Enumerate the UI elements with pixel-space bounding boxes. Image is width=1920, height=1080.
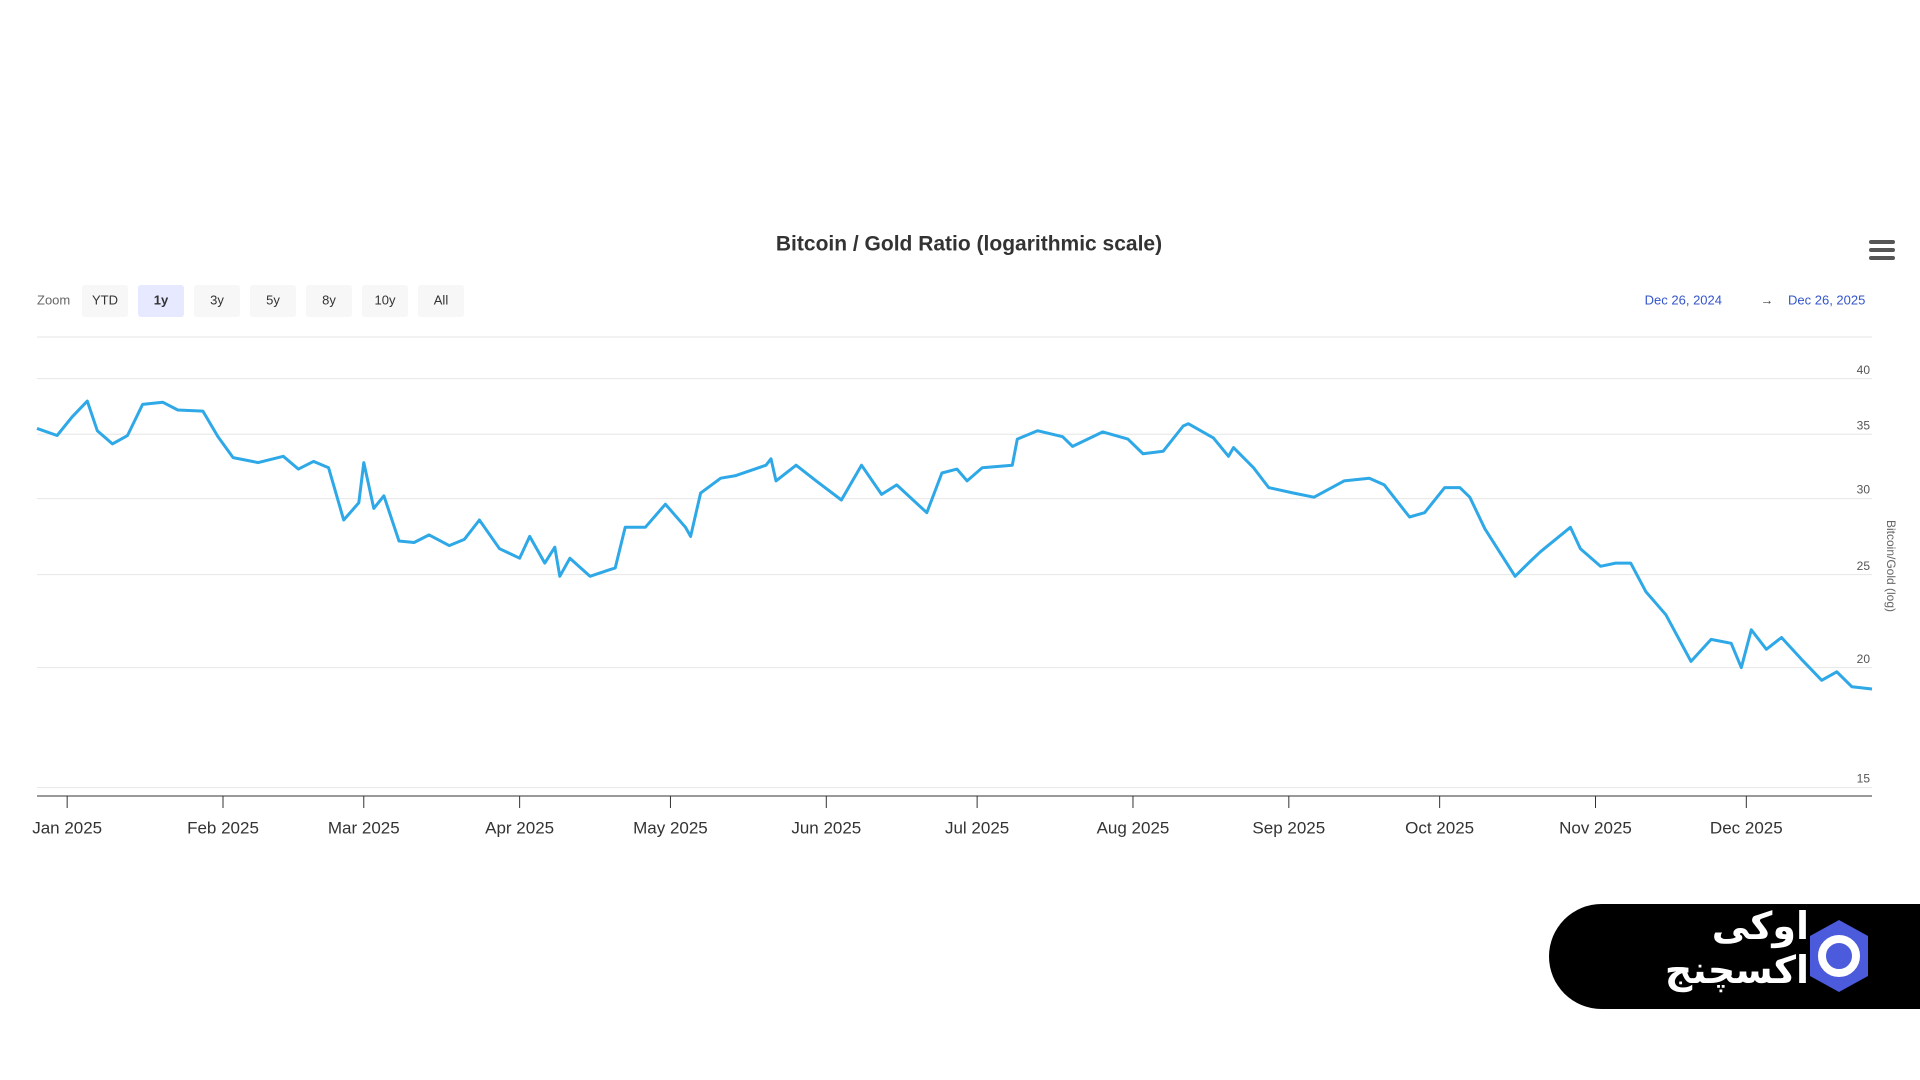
zoom-button-label[interactable]: 8y: [322, 292, 336, 307]
zoom-button-label[interactable]: All: [434, 292, 449, 307]
brand-logo: اوکی اکسچنج: [1549, 904, 1920, 1009]
zoom-button-label[interactable]: 5y: [266, 292, 280, 307]
y-tick-label: 40: [1857, 363, 1871, 377]
zoom-button[interactable]: [418, 285, 464, 317]
y-tick-label: 25: [1857, 559, 1871, 573]
data-line: [36, 399, 1873, 691]
range-from[interactable]: Dec 26, 2024: [1645, 292, 1722, 307]
menu-button[interactable]: [1869, 240, 1895, 260]
x-tick-label: Jun 2025: [791, 818, 861, 837]
x-tick-label: Jan 2025: [32, 818, 102, 837]
x-tick-label: Dec 2025: [1710, 818, 1783, 837]
zoom-button[interactable]: [306, 285, 352, 317]
x-tick-label: Apr 2025: [485, 818, 554, 837]
range-arrow: →: [1761, 292, 1774, 307]
x-tick-label: Oct 2025: [1405, 818, 1474, 837]
x-tick-label: Jul 2025: [945, 818, 1009, 837]
zoom-button[interactable]: [138, 285, 184, 317]
zoom-button-label[interactable]: 10y: [375, 292, 396, 307]
y-axis-title: Bitcoin/Gold (log): [1884, 520, 1898, 612]
x-tick-label: Nov 2025: [1559, 818, 1632, 837]
zoom-button-label[interactable]: 3y: [210, 292, 224, 307]
y-tick-label: 20: [1857, 652, 1871, 666]
zoom-button-label[interactable]: YTD: [92, 292, 118, 307]
brand-icon: [1810, 920, 1868, 992]
zoom-button[interactable]: [82, 285, 128, 317]
range-to[interactable]: Dec 26, 2025: [1788, 292, 1865, 307]
x-tick-label: Feb 2025: [187, 818, 259, 837]
brand-text: اوکی اکسچنج: [1664, 904, 1809, 992]
y-tick-label: 30: [1857, 483, 1871, 497]
x-tick-label: Sep 2025: [1252, 818, 1325, 837]
x-tick-label: Aug 2025: [1097, 818, 1170, 837]
zoom-button-label[interactable]: 1y: [154, 292, 169, 307]
zoom-button[interactable]: [250, 285, 296, 317]
y-tick-label: 35: [1857, 418, 1871, 432]
zoom-button[interactable]: [194, 285, 240, 317]
zoom-label: Zoom: [37, 292, 70, 307]
chart-title: Bitcoin / Gold Ratio (logarithmic scale): [776, 233, 1162, 256]
x-tick-label: May 2025: [633, 818, 708, 837]
x-tick-label: Mar 2025: [328, 818, 400, 837]
y-tick-label: 15: [1857, 772, 1871, 786]
zoom-button[interactable]: [362, 285, 408, 317]
